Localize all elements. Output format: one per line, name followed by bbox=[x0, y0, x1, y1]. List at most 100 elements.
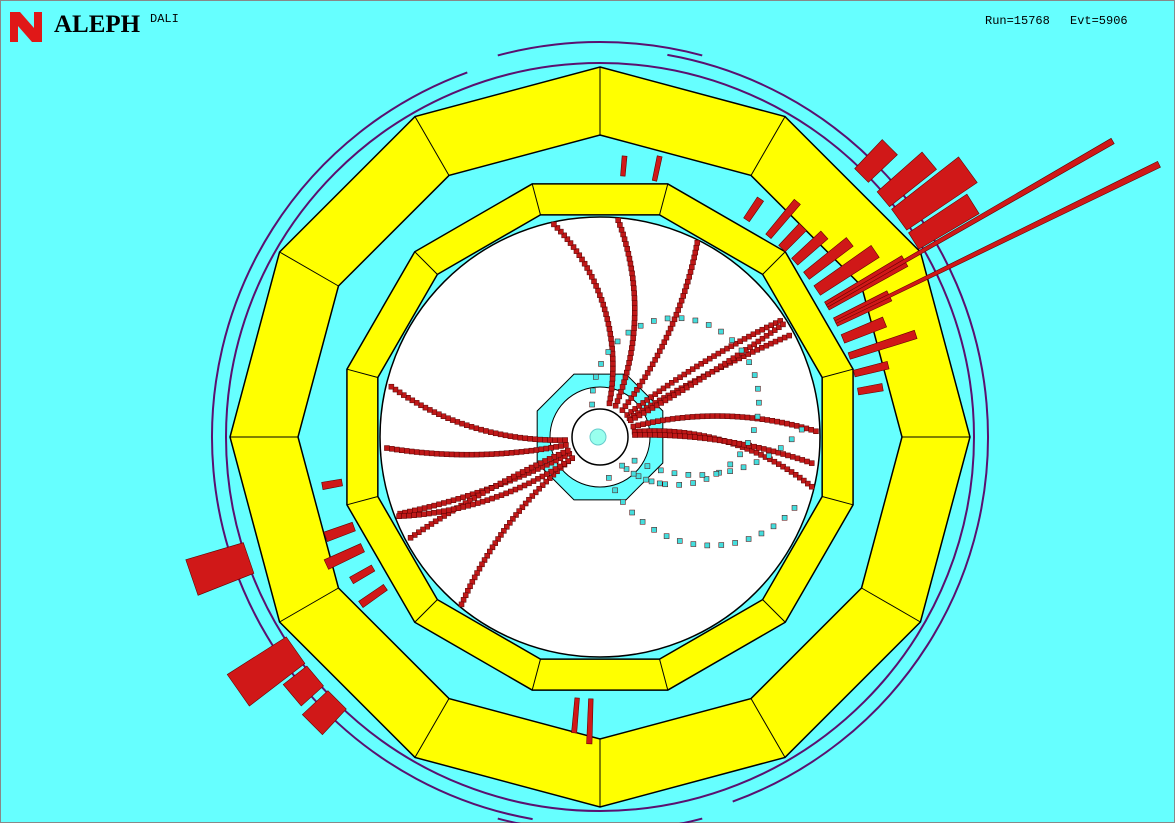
track-hit bbox=[517, 484, 523, 491]
track-hit bbox=[751, 427, 757, 433]
track-hit bbox=[394, 446, 400, 453]
track-hit bbox=[788, 436, 795, 443]
track-hit bbox=[792, 472, 799, 478]
track-hit bbox=[543, 478, 549, 485]
hcal-tower bbox=[854, 139, 898, 183]
track-hit bbox=[528, 447, 535, 454]
track-hit bbox=[604, 316, 611, 322]
track-hit bbox=[665, 330, 672, 336]
track-hit bbox=[606, 475, 612, 481]
hcal-tower bbox=[908, 193, 980, 250]
track-hit bbox=[619, 462, 625, 469]
track-hit bbox=[453, 451, 460, 458]
track-hit bbox=[754, 413, 761, 420]
track-hit bbox=[689, 414, 696, 420]
track-hit bbox=[645, 420, 651, 426]
hcal-tower bbox=[876, 151, 937, 208]
track-hit bbox=[769, 418, 775, 424]
track-hit bbox=[610, 365, 616, 372]
track-hit bbox=[504, 524, 510, 530]
track-hit bbox=[554, 225, 561, 231]
track-hit bbox=[532, 436, 538, 442]
track-hit bbox=[629, 270, 635, 277]
track-hit bbox=[389, 446, 395, 452]
track-hit bbox=[759, 416, 766, 422]
ecal-divider bbox=[822, 368, 854, 378]
track-hit bbox=[484, 497, 491, 503]
track-hit bbox=[450, 497, 457, 503]
track-hit bbox=[751, 341, 757, 348]
ecal-tower bbox=[857, 383, 884, 396]
track-hit bbox=[719, 413, 726, 419]
track-hit bbox=[718, 542, 725, 548]
hcal-divider bbox=[414, 698, 450, 758]
track-hit bbox=[667, 432, 673, 439]
track-hit bbox=[758, 452, 764, 458]
track-hit bbox=[682, 288, 688, 294]
track-hit bbox=[805, 480, 811, 487]
hcal-divider bbox=[279, 587, 339, 623]
track-hit bbox=[680, 293, 687, 299]
track-hit bbox=[492, 430, 499, 437]
track-hit bbox=[629, 345, 635, 351]
track-hit bbox=[609, 375, 616, 382]
track-hit bbox=[789, 454, 796, 460]
track-hit bbox=[458, 601, 465, 608]
ecal-divider bbox=[346, 368, 378, 378]
track-hit bbox=[772, 338, 779, 345]
ecal-tower bbox=[323, 521, 356, 543]
track-hit bbox=[522, 500, 529, 507]
track-hit bbox=[751, 443, 757, 450]
track-hit bbox=[615, 217, 621, 224]
track-hit bbox=[565, 447, 571, 454]
track-hit bbox=[519, 504, 526, 511]
track-hit bbox=[522, 435, 528, 442]
track-hit bbox=[411, 532, 418, 538]
track-hit bbox=[433, 450, 440, 457]
track-hit bbox=[623, 241, 629, 247]
track-hit bbox=[392, 386, 399, 393]
hcal-tower bbox=[226, 636, 306, 707]
track-hit bbox=[672, 432, 678, 439]
track-hit bbox=[403, 448, 410, 454]
track-hit bbox=[411, 512, 417, 518]
track-hit bbox=[606, 400, 613, 407]
track-hit bbox=[699, 413, 706, 420]
track-hit bbox=[711, 436, 718, 443]
event-number: Evt=5906 bbox=[1070, 14, 1128, 28]
hcal-divider bbox=[279, 251, 339, 287]
track-hit bbox=[775, 449, 782, 456]
track-hit bbox=[628, 395, 635, 401]
track-hit bbox=[631, 325, 637, 331]
track-hit bbox=[498, 532, 504, 538]
track-hit bbox=[631, 290, 637, 297]
track-hit bbox=[759, 335, 766, 342]
track-hit bbox=[438, 451, 445, 457]
track-hit bbox=[630, 330, 637, 336]
track-hit bbox=[634, 387, 640, 393]
track-hit bbox=[465, 588, 471, 594]
track-hit bbox=[693, 244, 700, 251]
track-hit bbox=[603, 311, 609, 317]
track-hit bbox=[460, 494, 466, 501]
track-hit bbox=[671, 470, 678, 477]
track-hit bbox=[601, 306, 608, 313]
track-hit bbox=[704, 413, 711, 419]
track-hit bbox=[533, 447, 540, 453]
track-hit bbox=[617, 222, 623, 228]
ecal-divider bbox=[762, 251, 786, 275]
ecal-tower bbox=[571, 697, 580, 734]
track-hit bbox=[436, 501, 442, 508]
track-hit bbox=[607, 395, 614, 402]
track-hit bbox=[445, 415, 451, 421]
track-hit bbox=[703, 476, 710, 482]
energy-line bbox=[825, 137, 1115, 308]
track-hit bbox=[464, 422, 470, 429]
hcal-divider bbox=[861, 587, 921, 623]
track-hit bbox=[808, 483, 815, 490]
track-hit bbox=[625, 329, 632, 336]
track-hit bbox=[663, 334, 670, 341]
track-hit bbox=[739, 414, 746, 420]
ecal-divider bbox=[822, 496, 854, 506]
